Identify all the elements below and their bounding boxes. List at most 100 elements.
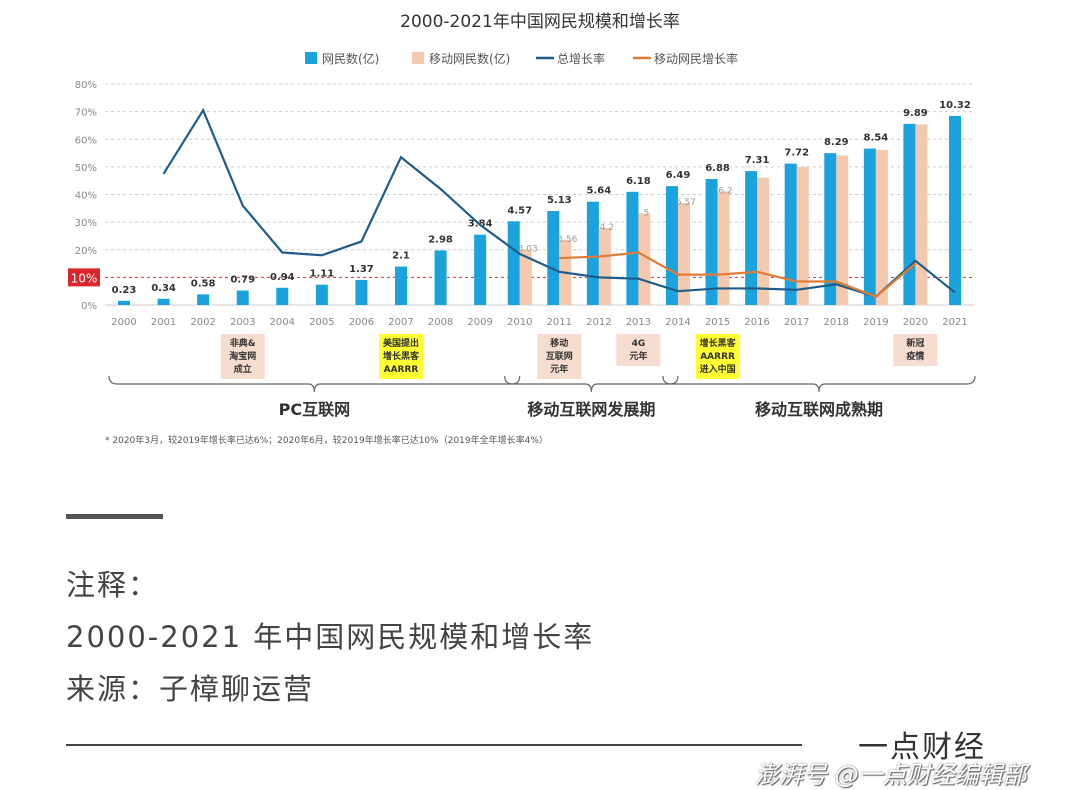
bar-internet-users bbox=[118, 300, 130, 305]
y-tick-label: 50% bbox=[75, 163, 97, 174]
bar-internet-users bbox=[395, 266, 407, 305]
event-text: 4G bbox=[632, 339, 646, 349]
bar-label: 2.1 bbox=[392, 251, 410, 262]
event-text: 非典& bbox=[230, 337, 256, 349]
bar-label: 7.31 bbox=[745, 155, 770, 166]
bar-label: 7.72 bbox=[784, 148, 809, 159]
bar-internet-users bbox=[745, 171, 758, 305]
x-tick-label: 2016 bbox=[744, 317, 769, 328]
event-text: 元年 bbox=[550, 363, 568, 375]
x-tick-label: 2004 bbox=[270, 317, 295, 328]
bar-internet-users bbox=[626, 191, 639, 305]
legend-label: 网民数(亿) bbox=[322, 51, 379, 66]
legend-label: 移动网民增长率 bbox=[654, 51, 738, 66]
event-box bbox=[616, 334, 661, 366]
notes-source: 来源：子樟聊运营 bbox=[66, 672, 315, 706]
bar-internet-users bbox=[863, 148, 876, 305]
bar-mobile-users bbox=[519, 249, 532, 305]
event-text: 成立 bbox=[234, 363, 252, 375]
event-text: 美国提出 bbox=[383, 337, 419, 349]
x-tick-label: 2019 bbox=[863, 317, 888, 328]
event-text: 元年 bbox=[629, 350, 647, 362]
x-tick-label: 2013 bbox=[626, 317, 651, 328]
bar-internet-users bbox=[586, 201, 599, 305]
y-tick-label: 20% bbox=[75, 246, 97, 257]
bar-internet-users bbox=[547, 211, 560, 305]
bar-label-mobile: 5 bbox=[644, 208, 650, 218]
bar-label: 0.94 bbox=[270, 272, 295, 283]
bottom-divider bbox=[66, 744, 802, 746]
y-tick-label: 0% bbox=[81, 301, 97, 312]
bar-label: 0.58 bbox=[191, 278, 216, 289]
bar-label: 5.64 bbox=[587, 186, 612, 197]
event-text: 进入中国 bbox=[700, 363, 736, 375]
bar-mobile-users bbox=[678, 202, 690, 305]
bar-label: 8.54 bbox=[864, 133, 889, 144]
bar-internet-users bbox=[507, 221, 520, 305]
x-tick-label: 2017 bbox=[784, 317, 809, 328]
bar-label: 2.98 bbox=[428, 234, 453, 245]
event-text: 增长黑客 bbox=[700, 337, 737, 349]
bar-mobile-users bbox=[796, 167, 809, 305]
bar-internet-users bbox=[666, 186, 678, 305]
legend-label: 移动网民数(亿) bbox=[429, 51, 510, 66]
y-tick-label: 40% bbox=[75, 191, 97, 202]
bar-mobile-users bbox=[836, 155, 849, 305]
bar-label: 10.32 bbox=[939, 100, 971, 111]
event-text: 淘宝网 bbox=[229, 350, 256, 362]
x-tick-label: 2012 bbox=[586, 317, 611, 328]
event-box bbox=[695, 334, 740, 379]
watermark: 澎湃号 @一点财经编辑部 bbox=[755, 761, 1027, 789]
x-tick-label: 2018 bbox=[824, 317, 849, 328]
x-tick-label: 2015 bbox=[705, 317, 730, 328]
notes-caption: 2000-2021 年中国网民规模和增长率 bbox=[66, 620, 595, 654]
x-tick-label: 2021 bbox=[942, 317, 967, 328]
bar-label: 6.18 bbox=[626, 176, 651, 187]
period-label: 移动互联网发展期 bbox=[527, 400, 655, 419]
bar-label: 1.11 bbox=[310, 269, 335, 280]
bar-internet-users bbox=[315, 284, 328, 305]
bar-internet-users bbox=[705, 178, 718, 305]
event-text: 增长黑客 bbox=[383, 350, 420, 362]
period-brace bbox=[662, 375, 976, 393]
bar-label-mobile: 6.2 bbox=[718, 186, 732, 196]
legend-swatch bbox=[412, 52, 424, 64]
event-box bbox=[220, 334, 265, 379]
bar-mobile-users bbox=[717, 191, 730, 305]
event-text: AARRR bbox=[384, 365, 419, 375]
bar-internet-users bbox=[236, 290, 249, 305]
bar-mobile-users bbox=[598, 228, 611, 305]
bar-mobile-users bbox=[915, 124, 928, 305]
bar-internet-users bbox=[824, 153, 837, 305]
line-mobile-growth bbox=[559, 251, 917, 298]
bar-label: 8.29 bbox=[824, 137, 849, 148]
x-tick-label: 2001 bbox=[151, 317, 176, 328]
bar-label: 1.37 bbox=[349, 264, 374, 275]
bar-label-mobile: 4.2 bbox=[600, 223, 614, 233]
x-tick-label: 2011 bbox=[547, 317, 572, 328]
event-box bbox=[537, 334, 582, 379]
x-tick-label: 2008 bbox=[428, 317, 453, 328]
y-tick-label: 30% bbox=[75, 218, 97, 229]
bar-internet-users bbox=[434, 250, 447, 305]
x-tick-label: 2010 bbox=[507, 317, 532, 328]
y-tick-label: 80% bbox=[75, 80, 97, 91]
bar-internet-users bbox=[784, 163, 797, 305]
bar-mobile-users bbox=[875, 149, 888, 305]
bar-label-mobile: 5.57 bbox=[676, 198, 696, 208]
x-tick-label: 2006 bbox=[349, 317, 374, 328]
x-tick-label: 2020 bbox=[903, 317, 928, 328]
event-text: 疫情 bbox=[906, 350, 924, 362]
bar-label: 6.88 bbox=[705, 163, 730, 174]
x-tick-label: 2000 bbox=[111, 317, 136, 328]
line-total-growth bbox=[162, 107, 956, 298]
legend-swatch bbox=[305, 52, 317, 64]
bar-label: 0.34 bbox=[151, 283, 176, 294]
event-text: 新冠 bbox=[906, 337, 924, 349]
chart-title: 2000-2021年中国网民规模和增长率 bbox=[400, 12, 680, 32]
notes-label: 注释： bbox=[66, 568, 160, 602]
bar-internet-users bbox=[949, 115, 961, 306]
y-tick-label: 60% bbox=[75, 135, 97, 146]
bar-label: 0.23 bbox=[112, 285, 137, 296]
period-label: 移动互联网成熟期 bbox=[755, 400, 883, 419]
